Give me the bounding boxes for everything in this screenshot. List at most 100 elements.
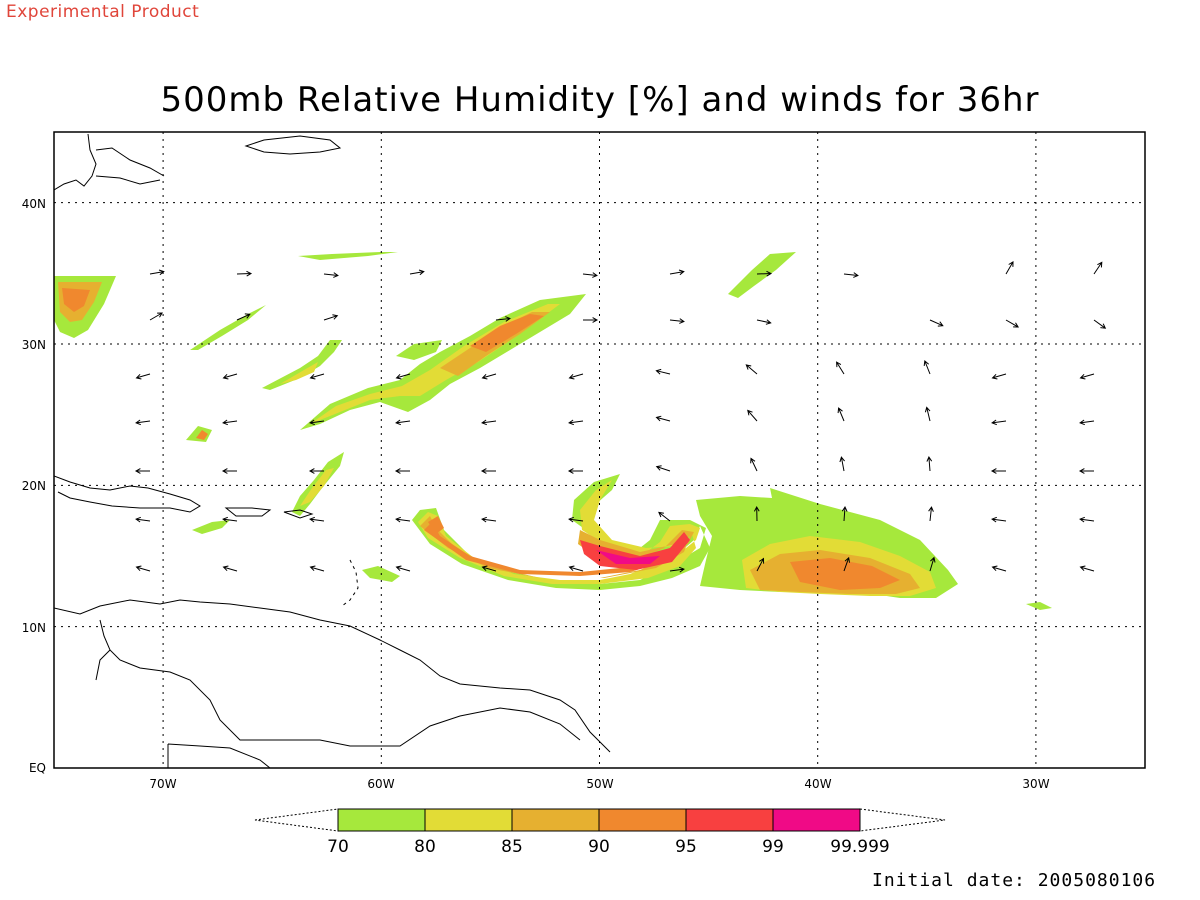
lat-label-20n: 20N xyxy=(22,479,46,493)
colorbar-label-90: 90 xyxy=(588,837,610,857)
wind-arrow-icon xyxy=(843,556,850,572)
colorbar-label-99999: 99.999 xyxy=(830,837,889,857)
wind-arrow-icon xyxy=(481,419,497,426)
wind-arrow-icon xyxy=(135,516,151,523)
wind-arrow-icon xyxy=(309,516,325,523)
humidity-field-streak-north xyxy=(186,252,398,442)
colorbar-swatch-99-99999 xyxy=(772,808,861,832)
wind-arrow-icon xyxy=(394,468,410,474)
colorbar-label-70: 70 xyxy=(327,837,349,857)
humidity-field-west xyxy=(54,276,116,338)
wind-arrow-icon xyxy=(655,465,671,472)
colorbar-label-80: 80 xyxy=(414,837,436,857)
wind-arrow-icon xyxy=(222,565,238,572)
wind-arrow-icon xyxy=(1005,261,1014,275)
wind-arrow-icon xyxy=(655,415,671,422)
wind-arrow-icon xyxy=(928,506,934,522)
wind-arrow-icon xyxy=(1079,419,1095,426)
wind-arrow-icon xyxy=(991,565,1007,572)
wind-arrow-icon xyxy=(756,557,765,572)
wind-arrow-icon xyxy=(323,272,339,278)
colorbar-left-arrow xyxy=(254,808,339,832)
wind-arrow-icon xyxy=(480,468,496,474)
colorbar-swatch-70-80 xyxy=(337,808,426,832)
wind-arrow-icon xyxy=(222,516,238,523)
wind-arrow-icon xyxy=(495,316,511,322)
axis-labels: 70W 60W 50W 40W 30W EQ 10N 20N 30N 40N xyxy=(22,197,1050,791)
experimental-product-watermark: Experimental Product xyxy=(6,2,200,22)
wind-arrow-icon xyxy=(568,516,584,523)
wind-arrow-icon xyxy=(481,565,497,572)
wind-arrow-icon xyxy=(1079,516,1095,523)
wind-arrow-icon xyxy=(395,419,411,426)
map-grid xyxy=(54,132,1145,768)
humidity-field-spiral xyxy=(412,474,710,590)
wind-arrow-icon xyxy=(409,269,425,276)
coastlines xyxy=(54,133,611,768)
wind-vectors xyxy=(134,261,1107,573)
wind-arrow-icon xyxy=(991,419,1007,426)
wind-arrow-icon xyxy=(929,319,944,327)
lon-label-30w: 30W xyxy=(1022,777,1049,791)
wind-arrow-icon xyxy=(309,373,325,380)
wind-arrow-icon xyxy=(135,565,151,572)
colorbar-swatch-95-99 xyxy=(685,808,774,832)
lat-label-40n: 40N xyxy=(22,197,46,211)
wind-arrow-icon xyxy=(1078,468,1094,474)
map-frame xyxy=(53,131,1146,769)
colorbar: 70 80 85 90 95 99 99.999 xyxy=(254,808,946,857)
wind-arrow-icon xyxy=(655,368,671,375)
map-title: 500mb Relative Humidity [%] and winds fo… xyxy=(160,80,1040,120)
lon-label-50w: 50W xyxy=(586,777,613,791)
colorbar-swatch-85-90 xyxy=(511,808,600,832)
wind-arrow-icon xyxy=(756,319,772,325)
wind-arrow-icon xyxy=(924,406,931,422)
wind-arrow-icon xyxy=(1079,373,1095,380)
colorbar-label-85: 85 xyxy=(501,837,523,857)
wind-arrow-icon xyxy=(134,468,150,474)
lat-label-30n: 30N xyxy=(22,338,46,352)
wind-arrow-icon xyxy=(669,269,685,276)
wind-arrow-icon xyxy=(669,318,685,324)
lat-label-eq: EQ xyxy=(29,761,46,775)
wind-arrow-icon xyxy=(568,419,584,426)
wind-arrow-icon xyxy=(323,314,339,321)
wind-arrow-icon xyxy=(837,407,845,422)
colorbar-right-arrow xyxy=(859,808,946,832)
wind-arrow-icon xyxy=(309,565,325,572)
wind-arrow-icon xyxy=(222,373,238,380)
wind-arrow-icon xyxy=(395,565,411,572)
wind-arrow-icon xyxy=(923,360,931,375)
colorbar-swatch-80-85 xyxy=(424,808,513,832)
wind-arrow-icon xyxy=(1093,261,1103,275)
wind-arrow-icon xyxy=(395,516,411,523)
wind-arrow-icon xyxy=(658,511,671,522)
wind-arrow-icon xyxy=(481,516,497,523)
colorbar-label-95: 95 xyxy=(675,837,697,857)
wind-arrow-icon xyxy=(1079,565,1095,572)
colorbar-label-99: 99 xyxy=(762,837,784,857)
wind-arrow-icon xyxy=(309,419,325,426)
lat-label-10n: 10N xyxy=(22,621,46,635)
wind-arrow-icon xyxy=(836,361,845,375)
wind-arrow-icon xyxy=(582,272,598,278)
wind-arrow-icon xyxy=(236,313,251,321)
lon-label-70w: 70W xyxy=(149,777,176,791)
wind-arrow-icon xyxy=(926,455,933,472)
wind-arrow-icon xyxy=(839,456,845,472)
wind-arrow-icon xyxy=(395,373,411,380)
wind-arrow-icon xyxy=(568,565,584,572)
initial-date: Initial date: 2005080106 xyxy=(872,870,1157,891)
wind-arrow-icon xyxy=(221,468,237,474)
wind-arrow-icon xyxy=(567,468,583,474)
wind-arrow-icon xyxy=(745,364,758,375)
wind-arrow-icon xyxy=(568,373,584,380)
wind-arrow-icon xyxy=(149,312,163,321)
wind-arrow-icon xyxy=(747,409,758,422)
wind-arrow-icon xyxy=(843,272,859,278)
wind-arrow-icon xyxy=(669,566,685,573)
wind-arrow-icon xyxy=(756,270,773,277)
wind-arrow-icon xyxy=(841,505,848,522)
wind-arrow-icon xyxy=(750,457,758,472)
